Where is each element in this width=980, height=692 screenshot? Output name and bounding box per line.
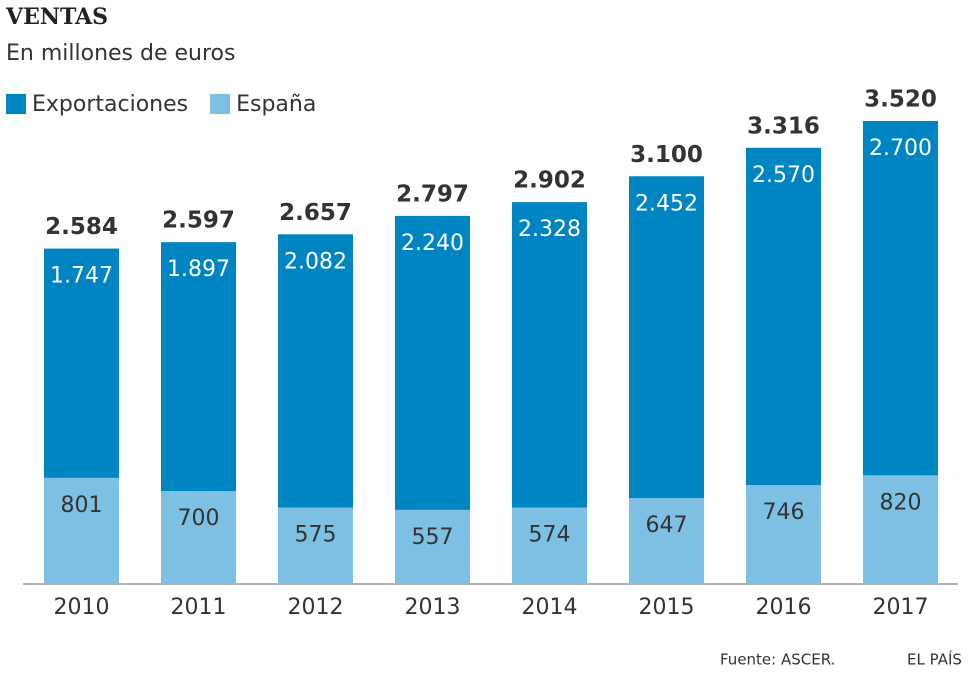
value-label: 647: [646, 513, 688, 538]
bar-segment: [395, 215, 470, 510]
x-tick-label: 2010: [54, 595, 110, 620]
x-tick-label: 2011: [171, 595, 227, 620]
total-label: 2.902: [513, 168, 586, 194]
value-label: 2.700: [869, 136, 932, 161]
source: Fuente: ASCER.: [720, 651, 835, 669]
value-label: 557: [412, 525, 454, 550]
bar-segment: [746, 485, 821, 583]
chart-subtitle: En millones de euros: [6, 41, 235, 66]
value-label: 700: [178, 506, 220, 531]
value-label: 575: [295, 523, 337, 548]
x-tick-label: 2017: [873, 595, 929, 620]
bar-segment: [278, 234, 353, 508]
value-label: 1.747: [50, 264, 113, 289]
value-label: 574: [529, 523, 571, 548]
value-label: 2.452: [635, 191, 698, 216]
value-label: 1.897: [167, 257, 230, 282]
value-label: 2.082: [284, 249, 347, 274]
bar-segment: [512, 202, 587, 508]
x-tick-label: 2016: [756, 595, 812, 620]
bar-segment: [44, 248, 119, 478]
bar-segment: [512, 507, 587, 583]
credit: EL PAÍS: [907, 650, 962, 669]
value-label: 801: [61, 493, 103, 518]
value-label: 746: [763, 500, 805, 525]
legend-label: Exportaciones: [32, 92, 188, 117]
bar-segment: [629, 176, 704, 499]
value-label: 2.328: [518, 217, 581, 242]
bar-segment: [161, 491, 236, 583]
bar-segment: [746, 147, 821, 486]
value-label: 2.240: [401, 231, 464, 256]
x-tick-label: 2013: [405, 595, 461, 620]
total-label: 3.520: [864, 87, 937, 113]
x-tick-label: 2014: [522, 595, 578, 620]
legend-swatch: [6, 94, 26, 114]
bar-segment: [278, 507, 353, 583]
total-label: 2.797: [396, 181, 469, 207]
bar-segment: [161, 242, 236, 492]
bar-segment: [863, 121, 938, 476]
total-label: 3.316: [747, 113, 820, 139]
x-tick-label: 2012: [288, 595, 344, 620]
value-label: 2.570: [752, 163, 815, 188]
total-label: 2.597: [162, 208, 235, 234]
total-label: 2.657: [279, 200, 352, 226]
value-label: 820: [880, 490, 922, 515]
bar-segment: [863, 475, 938, 583]
legend-label: España: [236, 92, 316, 117]
total-label: 2.584: [45, 214, 118, 240]
chart-title: VENTAS: [5, 4, 108, 30]
bar-segment: [44, 477, 119, 583]
x-tick-label: 2015: [639, 595, 695, 620]
bar-segment: [395, 509, 470, 583]
bar-segment: [629, 498, 704, 583]
total-label: 3.100: [630, 142, 703, 168]
legend-swatch: [210, 94, 231, 114]
